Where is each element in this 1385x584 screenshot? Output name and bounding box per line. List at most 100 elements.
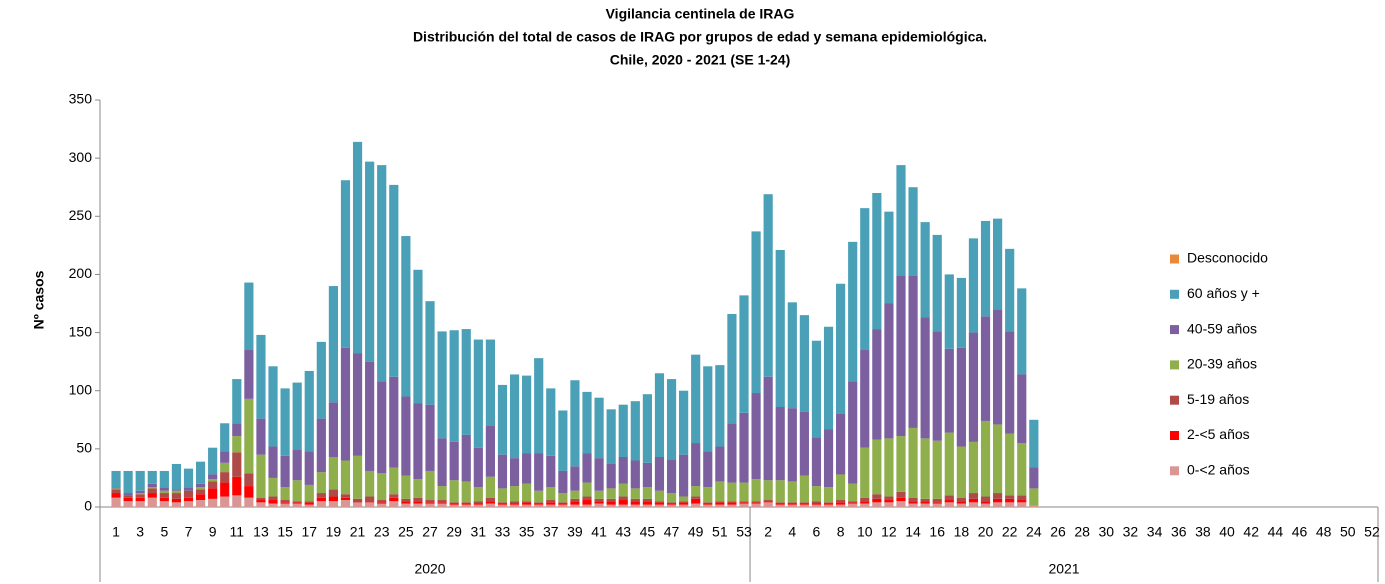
bar-segment bbox=[679, 496, 689, 502]
bar-segment bbox=[304, 484, 314, 502]
bar-segment bbox=[159, 487, 169, 491]
bar-segment bbox=[340, 347, 351, 461]
x-tick-label: 40 bbox=[1219, 524, 1235, 540]
x-tick-label: 44 bbox=[1268, 524, 1284, 540]
bar-segment bbox=[425, 404, 435, 471]
bar-segment bbox=[183, 487, 194, 491]
bar-segment bbox=[703, 502, 713, 504]
bar-segment bbox=[993, 424, 1003, 494]
bar-segment bbox=[884, 438, 894, 497]
bar-segment bbox=[630, 488, 640, 499]
bar-segment bbox=[256, 502, 266, 507]
x-tick-label: 43 bbox=[615, 524, 631, 540]
bar-segment bbox=[316, 493, 326, 498]
bar-segment bbox=[606, 409, 616, 464]
bar-segment bbox=[268, 446, 278, 478]
bar-segment bbox=[316, 501, 326, 507]
bar-segment bbox=[715, 501, 725, 503]
bar-segment bbox=[195, 489, 206, 495]
bar-segment bbox=[836, 474, 846, 501]
x-tick-label: 27 bbox=[422, 524, 438, 540]
bar-segment bbox=[389, 184, 399, 377]
bar-segment bbox=[787, 502, 797, 504]
bar-segment bbox=[111, 493, 121, 498]
bar-segment bbox=[292, 502, 302, 504]
bar-segment bbox=[485, 497, 495, 502]
bar-segment bbox=[304, 451, 314, 485]
bar-segment bbox=[244, 282, 254, 351]
legend-swatch bbox=[1170, 325, 1179, 335]
bar-segment bbox=[280, 455, 290, 488]
bar-segment bbox=[352, 353, 363, 456]
bar-segment bbox=[666, 459, 677, 494]
bar-segment bbox=[135, 501, 145, 507]
legend-swatch bbox=[1170, 254, 1179, 264]
bar-segment bbox=[763, 480, 773, 501]
bar-segment bbox=[727, 482, 737, 502]
bar-segment bbox=[377, 500, 387, 503]
bar-segment bbox=[425, 500, 435, 503]
bar-segment bbox=[522, 453, 532, 484]
legend-label: 2-<5 años bbox=[1187, 426, 1250, 442]
bar-segment bbox=[727, 501, 737, 503]
bar-segment bbox=[751, 393, 761, 480]
bar-segment bbox=[425, 503, 435, 507]
bar-segment bbox=[884, 502, 894, 507]
x-tick-label: 17 bbox=[301, 524, 317, 540]
bar-segment bbox=[1029, 467, 1039, 489]
bar-segment bbox=[872, 439, 882, 495]
bar-segment bbox=[787, 408, 797, 482]
x-tick-label: 3 bbox=[136, 524, 144, 540]
bar-segment bbox=[896, 497, 906, 502]
bar-segment bbox=[123, 470, 133, 494]
legend-swatch bbox=[1170, 289, 1179, 299]
bar-segment bbox=[932, 502, 942, 504]
bar-segment bbox=[461, 502, 471, 504]
bar-segment bbox=[618, 456, 628, 484]
bar-segment bbox=[908, 427, 918, 498]
bar-segment bbox=[715, 365, 725, 447]
bar-segment bbox=[811, 504, 822, 507]
bar-segment bbox=[606, 463, 616, 489]
chart-title: Vigilancia centinela de IRAG bbox=[606, 6, 795, 22]
bar-segment bbox=[485, 339, 495, 426]
bar-segment bbox=[280, 500, 290, 503]
bar-segment bbox=[473, 487, 483, 502]
bar-segment bbox=[956, 277, 966, 348]
bar-segment bbox=[956, 347, 966, 447]
bar-segment bbox=[546, 504, 556, 507]
bar-segment bbox=[256, 500, 266, 503]
x-tick-label: 1 bbox=[112, 524, 120, 540]
bar-segment bbox=[739, 295, 749, 413]
x-tick-label: 14 bbox=[905, 524, 921, 540]
bar-segment bbox=[642, 487, 652, 499]
bar-segment bbox=[183, 490, 194, 498]
bar-segment bbox=[848, 501, 858, 503]
bar-segment bbox=[582, 496, 592, 501]
bar-segment bbox=[377, 502, 387, 504]
x-tick-label: 8 bbox=[837, 524, 845, 540]
bar-segment bbox=[956, 497, 966, 502]
bar-segment bbox=[522, 504, 532, 507]
bar-segment bbox=[763, 194, 773, 377]
bar-segment bbox=[328, 501, 338, 507]
bar-segment bbox=[594, 397, 604, 459]
x-tick-label: 16 bbox=[929, 524, 945, 540]
bar-segment bbox=[980, 496, 991, 502]
bar-segment bbox=[171, 498, 182, 503]
bar-segment bbox=[135, 494, 145, 498]
bar-segment bbox=[968, 498, 979, 503]
bar-segment bbox=[546, 500, 556, 503]
bar-segment bbox=[280, 503, 290, 507]
bar-segment bbox=[594, 458, 604, 491]
bar-segment bbox=[642, 394, 652, 463]
chart-subtitle: Chile, 2020 - 2021 (SE 1-24) bbox=[610, 52, 791, 68]
bar-segment bbox=[570, 466, 580, 491]
bar-segment bbox=[111, 487, 121, 489]
bar-segment bbox=[449, 504, 459, 507]
bar-segment bbox=[328, 496, 338, 502]
bar-segment bbox=[232, 476, 242, 496]
bar-segment bbox=[473, 501, 483, 504]
bar-segment bbox=[461, 503, 471, 505]
bar-segment bbox=[763, 376, 773, 481]
